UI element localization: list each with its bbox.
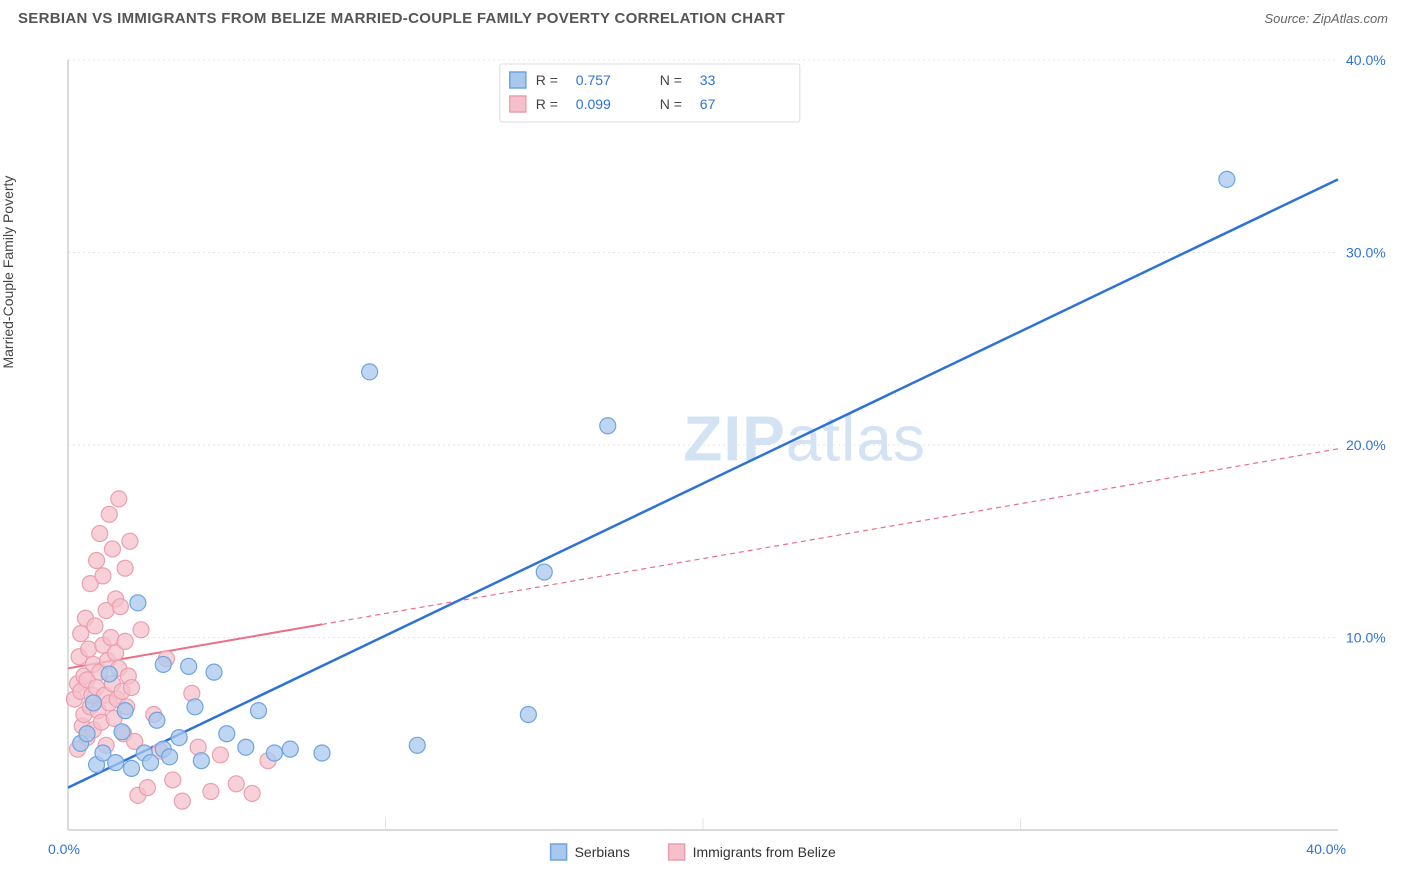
point-belize <box>95 568 111 584</box>
y-tick-label: 40.0% <box>1346 52 1386 68</box>
point-serbians <box>155 656 171 672</box>
legend-swatch <box>510 72 526 88</box>
point-belize <box>203 784 219 800</box>
point-serbians <box>266 745 282 761</box>
point-serbians <box>251 703 267 719</box>
legend-n-label: N = <box>660 96 682 112</box>
chart-title: SERBIAN VS IMMIGRANTS FROM BELIZE MARRIE… <box>18 10 785 27</box>
point-serbians <box>314 745 330 761</box>
legend-r-label: R = <box>536 96 558 112</box>
point-belize <box>244 785 260 801</box>
point-serbians <box>149 712 165 728</box>
point-belize <box>73 626 89 642</box>
point-serbians <box>536 564 552 580</box>
legend-n-value: 33 <box>700 72 716 88</box>
legend-r-value: 0.099 <box>576 96 611 112</box>
scatter-chart: ZIPatlas 10.0% 20.0% 30.0% 40.0% 0.0% 40.0% R =… <box>18 40 1388 874</box>
point-belize <box>92 526 108 542</box>
legend-n-value: 67 <box>700 96 716 112</box>
point-serbians <box>193 753 209 769</box>
point-serbians <box>409 737 425 753</box>
point-serbians <box>171 730 187 746</box>
x-tick-label: 40.0% <box>1306 841 1346 857</box>
y-tick-label: 10.0% <box>1346 630 1386 646</box>
point-belize <box>165 772 181 788</box>
point-serbians <box>101 666 117 682</box>
point-serbians <box>238 739 254 755</box>
svg-text:ZIPatlas: ZIPatlas <box>683 402 926 474</box>
point-serbians <box>187 699 203 715</box>
bottom-legend-label: Immigrants from Belize <box>693 844 836 860</box>
point-belize <box>228 776 244 792</box>
point-serbians <box>114 724 130 740</box>
point-belize <box>87 618 103 634</box>
x-tick-label: 0.0% <box>48 841 80 857</box>
point-belize <box>103 630 119 646</box>
bottom-legend-swatch <box>551 844 567 860</box>
point-serbians <box>181 658 197 674</box>
point-belize <box>112 599 128 615</box>
bottom-legend-swatch <box>669 844 685 860</box>
point-serbians <box>162 749 178 765</box>
point-serbians <box>362 364 378 380</box>
legend-swatch <box>510 96 526 112</box>
point-belize <box>139 780 155 796</box>
legend-r-value: 0.757 <box>576 72 611 88</box>
point-serbians <box>219 726 235 742</box>
y-tick-label: 20.0% <box>1346 437 1386 453</box>
point-serbians <box>124 760 140 776</box>
legend-n-label: N = <box>660 72 682 88</box>
point-serbians <box>206 664 222 680</box>
point-belize <box>111 491 127 507</box>
point-serbians <box>130 595 146 611</box>
point-belize <box>122 533 138 549</box>
point-serbians <box>520 707 536 723</box>
point-belize <box>89 553 105 569</box>
point-serbians <box>85 695 101 711</box>
point-belize <box>124 680 140 696</box>
point-belize <box>101 506 117 522</box>
point-serbians <box>1219 171 1235 187</box>
point-belize <box>212 747 228 763</box>
y-axis-label: Married-Couple Family Poverty <box>0 176 16 369</box>
legend-r-label: R = <box>536 72 558 88</box>
y-tick-label: 30.0% <box>1346 245 1386 261</box>
point-serbians <box>600 418 616 434</box>
point-serbians <box>143 755 159 771</box>
point-belize <box>174 793 190 809</box>
point-belize <box>117 633 133 649</box>
point-belize <box>81 641 97 657</box>
point-serbians <box>108 755 124 771</box>
point-belize <box>104 541 120 557</box>
chart-source: Source: ZipAtlas.com <box>1264 11 1388 26</box>
point-serbians <box>282 741 298 757</box>
point-serbians <box>117 703 133 719</box>
point-belize <box>117 560 133 576</box>
point-serbians <box>79 726 95 742</box>
bottom-legend-label: Serbians <box>575 844 630 860</box>
point-belize <box>133 622 149 638</box>
